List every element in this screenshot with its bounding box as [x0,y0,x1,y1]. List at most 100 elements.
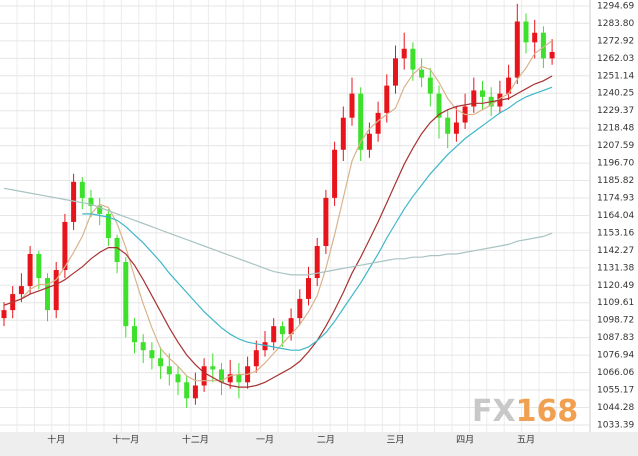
y-tick-label: 1196.70 [597,159,634,169]
y-tick-label: 1055.17 [597,386,634,396]
candle-body [175,374,181,383]
x-tick-label: 二月 [317,435,335,446]
y-tick-label: 1283.80 [597,19,634,29]
y-tick-label: 1153.16 [597,228,634,238]
candle-body [123,262,129,327]
candle-body [419,69,425,78]
candle-body [540,32,546,59]
candle-body [114,237,120,263]
candle-body [445,117,451,134]
y-tick-label: 1044.28 [597,403,634,413]
candle-body [184,382,190,399]
moving-average-line [3,187,553,276]
candle-body [27,254,33,287]
watermark: FX168 [472,394,578,429]
candle-body [297,298,303,319]
candle-body [149,350,155,359]
candle-body [236,374,242,383]
y-tick-label: 1164.04 [597,211,634,221]
candle-body [375,112,381,134]
candle-body [549,51,555,59]
candle-body [453,122,459,134]
candle-body [358,93,364,150]
candle-body [132,326,137,343]
y-tick-label: 1076.94 [597,351,634,361]
candle-body [53,270,59,311]
candle-body [271,326,277,343]
y-tick-label: 1109.61 [597,298,634,308]
candle-body [393,58,398,86]
y-tick-label: 1240.25 [597,89,634,99]
y-tick-label: 1098.72 [597,316,634,326]
candle-body [18,286,24,295]
y-tick-label: 1294.69 [597,1,634,11]
x-tick-label: 五月 [517,435,535,446]
candle-body [323,197,329,246]
candle-body [62,221,68,271]
candle-body [279,326,285,335]
candle-body [314,245,320,279]
candle-body [436,93,442,118]
candle-body [410,48,416,70]
candle-body [340,117,346,150]
y-tick-label: 1251.14 [597,71,634,81]
candle-body [427,77,433,94]
candle-body [140,342,146,351]
candle-body [192,385,198,399]
candle-body [45,278,50,311]
y-tick-label: 1120.49 [597,281,634,291]
candle-body [514,21,520,78]
candle-body [480,90,485,97]
candle-body [166,366,172,375]
candle-body [1,310,7,319]
candle-body [332,149,338,198]
candle-body [471,90,477,107]
y-tick-label: 1142.27 [597,246,634,256]
candle-body [532,32,538,43]
candle-body [262,342,268,351]
candle-body [384,85,390,113]
candle-body [97,205,103,214]
y-tick-label: 1087.83 [597,333,634,343]
candle-body [36,254,42,279]
candle-body [523,21,529,43]
y-tick-label: 1272.92 [597,36,634,46]
candle-body [71,181,77,222]
x-tick-label: 十月 [47,434,65,446]
y-tick-label: 1185.82 [597,176,634,186]
x-axis-bar [0,432,638,456]
candle-body [349,93,355,118]
candle-body [366,133,372,150]
candle-body [88,197,94,206]
watermark-part: 168 [516,394,579,429]
candle-body [227,374,233,383]
candle-body [253,350,259,367]
candle-body [288,318,294,335]
y-tick-label: 1033.39 [597,420,634,430]
y-tick-label: 1066.06 [597,368,634,378]
moving-average-line [3,75,553,388]
y-tick-label: 1262.03 [597,54,634,64]
x-tick-label: 十一月 [112,434,139,446]
y-tick-label: 1207.59 [597,141,634,151]
candle-body [306,278,311,299]
x-tick-label: 十二月 [182,434,209,446]
candle-body [401,48,407,59]
x-tick-label: 四月 [456,435,474,446]
moving-average-line [82,86,553,351]
candle-body [210,366,216,370]
y-tick-label: 1218.48 [597,124,634,134]
candle-body [158,358,164,367]
x-tick-label: 三月 [386,435,404,446]
candle-body [105,213,111,238]
y-tick-label: 1229.37 [597,106,634,116]
candle-body [506,77,512,94]
y-tick-label: 1174.93 [597,193,634,203]
candle-body [219,369,224,383]
watermark-part: FX [472,394,516,429]
moving-average-line [3,40,553,382]
y-tick-label: 1131.38 [597,263,634,273]
candle-body [201,366,207,386]
x-tick-label: 一月 [256,435,274,446]
